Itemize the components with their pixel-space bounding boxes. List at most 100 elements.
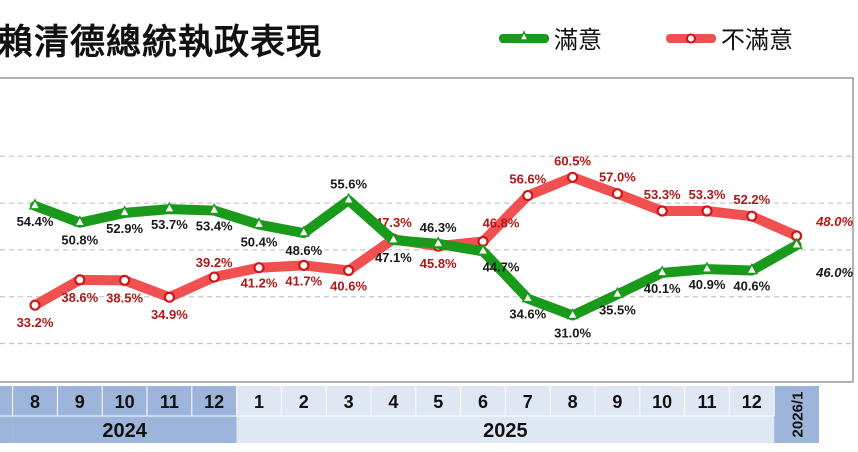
dissatisfied-data-label: 38.6% (61, 290, 98, 305)
year-label: 2025 (483, 420, 528, 442)
dissatisfied-data-label: 41.2% (241, 276, 278, 291)
dissatisfied-point (298, 259, 310, 271)
dissatisfied-point (74, 274, 86, 286)
satisfied-data-label: 50.4% (241, 235, 278, 250)
x-tick-label: 7 (523, 392, 533, 412)
satisfied-data-label: 53.7% (151, 217, 188, 232)
dissatisfied-data-label: 48.0% (815, 214, 853, 229)
satisfied-data-label: 44.7% (483, 259, 520, 274)
satisfied-data-label: 47.1% (375, 250, 412, 265)
x-tick-label: 10 (652, 392, 672, 412)
dissatisfied-point (208, 271, 220, 283)
satisfied-point (745, 262, 759, 275)
satisfied-line (30, 195, 802, 321)
x-tick-label: 9 (75, 392, 85, 412)
satisfied-point (118, 205, 131, 217)
satisfied-data-label: 35.5% (599, 302, 636, 317)
satisfied-point (297, 225, 311, 237)
dissatisfied-point (253, 262, 265, 274)
legend-label-satisfied: 滿意 (554, 26, 602, 54)
dissatisfied-point (611, 188, 624, 200)
legend-circle-line-icon (666, 33, 716, 43)
dissatisfied-point (566, 171, 579, 183)
satisfied-data-label: 48.6% (285, 243, 322, 258)
satisfied-data-label: 40.9% (689, 277, 726, 292)
satisfied-point (611, 286, 624, 299)
dissatisfied-point (522, 189, 534, 202)
dissatisfied-data-label: 52.2% (733, 192, 770, 207)
plot-area (0, 77, 854, 383)
satisfied-point (566, 307, 579, 320)
x-tick-label: 4 (388, 392, 398, 412)
satisfied-data-label: 34.6% (509, 307, 546, 322)
dissatisfied-data-label: 46.8% (483, 215, 520, 230)
dissatisfied-data-label: 40.6% (330, 279, 367, 294)
dissatisfied-data-label: 60.5% (554, 153, 591, 168)
satisfied-data-label: 46.3% (420, 220, 457, 235)
dissatisfied-data-label: 41.7% (285, 273, 322, 288)
satisfied-data-label: 53.4% (196, 219, 233, 234)
dissatisfied-data-label: 33.2% (17, 315, 54, 330)
x-tick-label: 6 (478, 392, 488, 412)
legend-triangle-line-icon (499, 29, 549, 43)
satisfied-data-label: 40.6% (733, 279, 770, 294)
dissatisfied-data-label: 53.3% (689, 187, 726, 202)
satisfied-data-label: 54.4% (17, 214, 54, 229)
satisfied-point (73, 215, 87, 227)
satisfied-point (207, 203, 221, 215)
dissatisfied-data-label: 57.0% (599, 170, 636, 185)
satisfied-point (163, 201, 176, 213)
satisfied-point (790, 237, 803, 249)
satisfied-point (431, 236, 445, 248)
satisfied-point (342, 192, 355, 205)
x-tick-label: 12 (742, 392, 762, 412)
legend-item-satisfied: 滿意 (498, 20, 602, 55)
x-tick-label: 11 (160, 392, 179, 412)
x-tick-label: 12 (204, 392, 224, 412)
x-tick-label: 9 (612, 392, 622, 412)
dissatisfied-point (343, 264, 355, 277)
dissatisfied-data-label: 56.6% (509, 172, 546, 187)
x-tick-label: 8 (568, 392, 578, 412)
satisfied-data-label: 31.0% (554, 325, 591, 340)
dissatisfied-data-label: 39.2% (196, 255, 233, 270)
dissatisfied-point (118, 274, 131, 286)
satisfied-point (655, 265, 669, 277)
satisfied-point (476, 243, 490, 256)
dissatisfied-point (163, 291, 175, 303)
dissatisfied-data-label: 53.3% (644, 187, 681, 202)
dissatisfied-point (656, 205, 668, 217)
x-tick-label: 10 (115, 392, 135, 412)
satisfied-data-label: 40.1% (644, 281, 681, 296)
year-group-bg (12, 386, 237, 443)
satisfied-data-label: 46.0% (815, 265, 853, 280)
legend-item-dissatisfied: 不滿意 (665, 20, 793, 55)
x-tick-label: 3 (344, 392, 354, 412)
axis-cut-cell (0, 386, 13, 443)
satisfied-point (387, 232, 400, 244)
satisfied-point (28, 198, 42, 210)
satisfied-point (521, 291, 535, 303)
x-tick-label: 2026/1 (790, 392, 807, 438)
legend-label-dissatisfied: 不滿意 (721, 26, 793, 54)
satisfied-data-label: 55.6% (330, 176, 367, 191)
chart-title: 賴清德總統執政表現 (0, 23, 323, 63)
dissatisfied-point (701, 205, 713, 217)
satisfied-point (252, 217, 266, 229)
dissatisfied-data-label: 45.8% (420, 256, 457, 271)
dissatisfied-point (29, 299, 41, 311)
satisfied-point (700, 261, 714, 273)
dissatisfied-data-label: 38.5% (106, 290, 143, 305)
x-tick-label: 8 (30, 392, 40, 412)
dissatisfied-point (746, 210, 758, 222)
x-tick-label: 5 (433, 392, 443, 412)
dissatisfied-data-label: 34.9% (151, 307, 188, 322)
year-label: 2024 (102, 420, 147, 442)
satisfied-data-label: 52.9% (106, 221, 143, 236)
x-tick-label: 1 (254, 392, 264, 412)
year-group-bg (774, 386, 819, 443)
x-tick-label: 11 (697, 392, 716, 412)
satisfied-data-label: 50.8% (61, 233, 98, 248)
x-tick-label: 2 (299, 392, 309, 412)
